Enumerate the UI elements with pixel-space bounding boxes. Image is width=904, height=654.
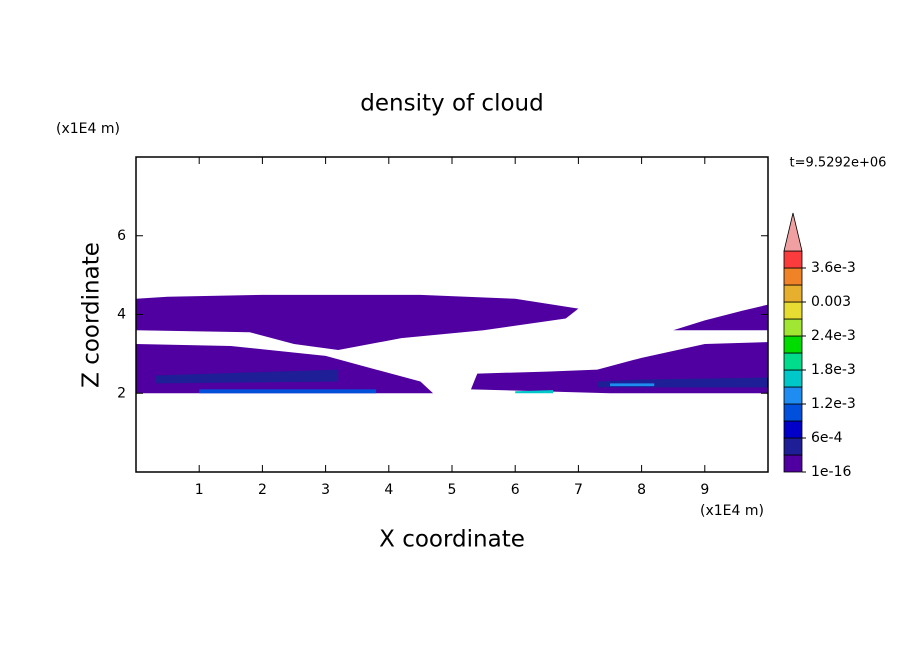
x-unit: (x1E4 m)	[700, 503, 764, 519]
colorbar-band	[783, 301, 803, 320]
contour-region	[610, 383, 655, 387]
contour-region	[199, 389, 377, 394]
y-tick-label: 4	[117, 307, 126, 323]
x-axis-label: X coordinate	[379, 527, 525, 553]
x-tick-label: 5	[448, 482, 457, 498]
contour-region	[154, 369, 339, 384]
colorbar-label: 3.6e-3	[811, 260, 856, 276]
x-tick-label: 9	[700, 482, 709, 498]
y-tick-label: 6	[117, 228, 126, 244]
x-tick-label: 7	[574, 482, 583, 498]
y-tick-label: 2	[117, 385, 126, 401]
colorbar-band	[783, 454, 803, 473]
colorbar-band	[783, 420, 803, 439]
time-annotation: t=9.5292e+06	[790, 156, 887, 171]
contour-region	[673, 304, 768, 331]
colorbar-label: 2.4e-3	[811, 328, 856, 344]
colorbar-label: 1.2e-3	[811, 396, 856, 412]
colorbar-label: 1.8e-3	[811, 362, 856, 378]
colorbar-band	[783, 437, 803, 456]
colorbar-label: 0.003	[811, 294, 851, 310]
colorbar-band	[783, 335, 803, 354]
y-unit: (x1E4 m)	[56, 121, 120, 137]
x-tick-label: 3	[321, 482, 330, 498]
chart-title: density of cloud	[360, 91, 543, 117]
x-tick-label: 1	[195, 482, 204, 498]
colorbar-band	[783, 318, 803, 337]
colorbar-band	[783, 352, 803, 371]
x-tick-label: 2	[258, 482, 267, 498]
x-tick-label: 4	[384, 482, 393, 498]
colorbar-band	[783, 386, 803, 405]
colorbar-band	[783, 250, 803, 269]
x-tick-label: 8	[637, 482, 646, 498]
colorbar-extend	[783, 212, 803, 252]
x-tick-label: 6	[511, 482, 520, 498]
colorbar-band	[783, 267, 803, 286]
contour-region	[515, 390, 554, 394]
colorbar-label: 1e-16	[811, 464, 851, 480]
y-axis-label: Z coordinate	[79, 242, 105, 388]
colorbar-band	[783, 284, 803, 303]
colorbar-label: 6e-4	[811, 430, 843, 446]
colorbar-band	[783, 369, 803, 388]
contour-region	[136, 294, 579, 350]
colorbar-band	[783, 403, 803, 422]
contour-region	[136, 344, 434, 394]
